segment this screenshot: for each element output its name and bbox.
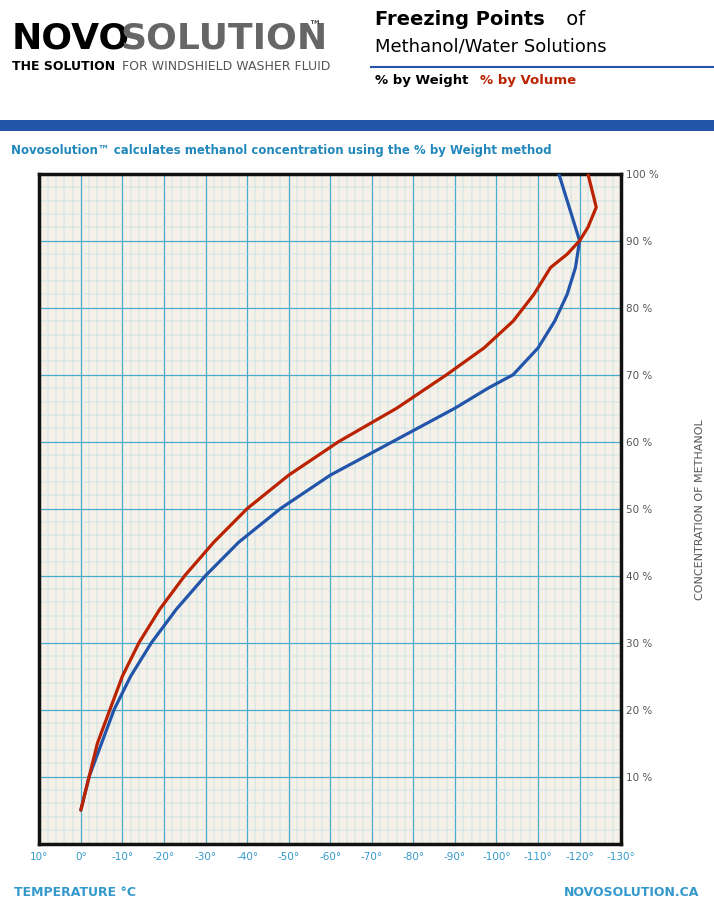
Text: 10 %: 10 % (625, 772, 652, 782)
Text: -70°: -70° (361, 852, 383, 861)
Text: NOVOSOLUTION.CA: NOVOSOLUTION.CA (564, 885, 700, 898)
Text: -30°: -30° (194, 852, 216, 861)
Text: -50°: -50° (278, 852, 300, 861)
Text: -110°: -110° (523, 852, 553, 861)
Text: -20°: -20° (153, 852, 175, 861)
Text: -80°: -80° (402, 852, 424, 861)
Text: -60°: -60° (319, 852, 341, 861)
Text: CONCENTRATION OF METHANOL: CONCENTRATION OF METHANOL (695, 419, 705, 599)
Text: -40°: -40° (236, 852, 258, 861)
Text: % by Weight: % by Weight (375, 74, 468, 86)
Text: 30 %: 30 % (625, 638, 652, 648)
Text: 60 %: 60 % (625, 437, 652, 448)
Text: -100°: -100° (482, 852, 511, 861)
Text: NOVO: NOVO (12, 22, 130, 56)
Text: Freezing Points: Freezing Points (375, 10, 545, 28)
Text: 40 %: 40 % (625, 571, 652, 581)
Text: % by Volume: % by Volume (480, 74, 576, 86)
Text: -90°: -90° (444, 852, 466, 861)
Text: TEMPERATURE °C: TEMPERATURE °C (14, 885, 136, 898)
Text: 70 %: 70 % (625, 370, 652, 380)
Text: SOLUTION: SOLUTION (120, 22, 327, 56)
Text: 90 %: 90 % (625, 236, 652, 246)
Text: 10°: 10° (30, 852, 49, 861)
Text: THE SOLUTION: THE SOLUTION (12, 60, 115, 73)
Text: ™: ™ (308, 20, 321, 33)
Text: 50 %: 50 % (625, 505, 652, 514)
Text: FOR WINDSHIELD WASHER FLUID: FOR WINDSHIELD WASHER FLUID (118, 60, 331, 73)
Text: 0°: 0° (75, 852, 86, 861)
Text: 80 %: 80 % (625, 303, 652, 313)
Text: -130°: -130° (607, 852, 635, 861)
Text: 20 %: 20 % (625, 705, 652, 715)
Text: 100 %: 100 % (625, 170, 658, 179)
Text: -10°: -10° (111, 852, 134, 861)
Text: Novosolution™ calculates methanol concentration using the % by Weight method: Novosolution™ calculates methanol concen… (11, 143, 551, 156)
Text: -120°: -120° (565, 852, 594, 861)
Text: of: of (560, 10, 585, 28)
Text: Methanol/Water Solutions: Methanol/Water Solutions (375, 38, 607, 56)
